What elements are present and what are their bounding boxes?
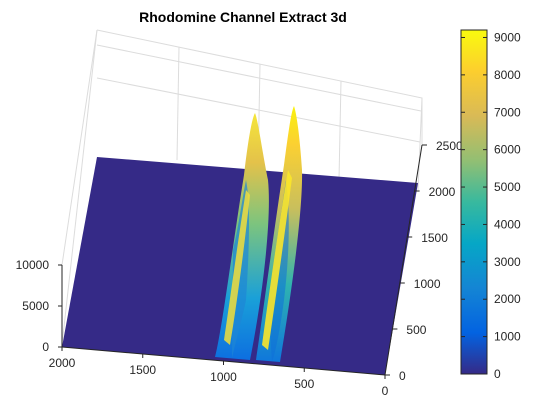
y-tick-label: 500: [406, 323, 426, 337]
back-grid-v3: [339, 81, 341, 180]
colorbar-tick-label: 5000: [494, 180, 521, 194]
colorbar-tick-label: 6000: [494, 143, 521, 157]
x-tick-label: 0: [382, 384, 389, 398]
colorbar-tick-label: 1000: [494, 330, 521, 344]
y-tick-label: 2000: [429, 185, 456, 199]
y-tick-label: 1000: [414, 277, 441, 291]
z-tick-label: 10000: [16, 258, 50, 272]
z-tick-label: 0: [42, 340, 49, 354]
y-tick-label: 0: [399, 369, 406, 383]
y-tick-label: 1500: [421, 231, 448, 245]
colorbar-tick-label: 8000: [494, 68, 521, 82]
colorbar-tick-label: 7000: [494, 105, 521, 119]
x-tick-label: 1000: [210, 370, 237, 384]
z-tick-label: 5000: [22, 299, 49, 313]
colorbar-tick-label: 3000: [494, 255, 521, 269]
colorbar-tick-label: 0: [494, 367, 501, 381]
colorbar-tick-label: 2000: [494, 292, 521, 306]
colorbar-tick-label: 9000: [494, 30, 521, 44]
x-tick-label: 500: [294, 377, 314, 391]
colorbar-tick-label: 4000: [494, 217, 521, 231]
x-tick-label: 2000: [49, 356, 76, 370]
back-grid-v1: [177, 47, 179, 160]
chart-title: Rhodomine Channel Extract 3d: [139, 9, 347, 25]
z-axis-ticks: 0 5000 10000: [16, 258, 62, 354]
colorbar: [461, 30, 487, 374]
x-tick-label: 1500: [129, 363, 156, 377]
y-tick-label: 2500: [436, 139, 463, 153]
